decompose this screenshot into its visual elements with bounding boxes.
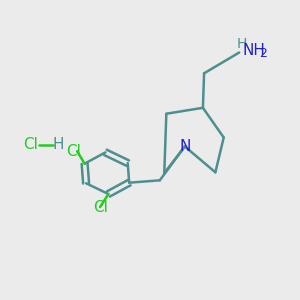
Text: H: H	[53, 137, 64, 152]
Text: 2: 2	[260, 46, 267, 60]
Text: H: H	[237, 37, 247, 51]
Text: Cl: Cl	[93, 200, 107, 214]
Text: N: N	[179, 139, 190, 154]
Text: Cl: Cl	[23, 137, 38, 152]
Text: NH: NH	[242, 43, 265, 58]
Text: Cl: Cl	[66, 144, 81, 159]
